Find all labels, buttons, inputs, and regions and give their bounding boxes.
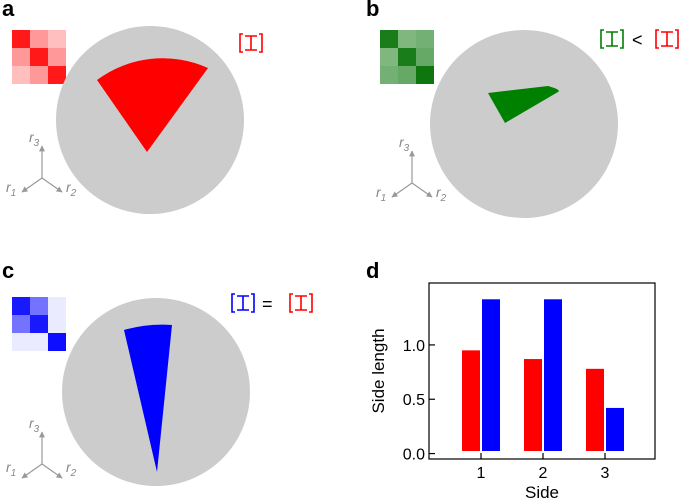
sector-b <box>488 86 559 123</box>
panel-label-a: a <box>2 0 15 21</box>
panel-c: c = r3 r1 r2 <box>2 258 313 486</box>
matrix-c <box>12 297 66 351</box>
y-axis-title: Side length <box>369 328 388 413</box>
matrix-a <box>12 30 66 84</box>
matrix-cell <box>416 66 434 84</box>
matrix-cell <box>398 66 416 84</box>
axis-label-r2: r2 <box>436 184 447 204</box>
disk-b <box>430 30 618 218</box>
matrix-cell <box>398 48 416 66</box>
bracket-symbol-c-red <box>289 293 313 313</box>
matrix-cell <box>48 66 66 84</box>
matrix-cell <box>398 30 416 48</box>
bracket-symbol-b-red <box>655 29 679 49</box>
axis-label-r3: r3 <box>29 415 40 435</box>
y-tick-label: 0.5 <box>403 392 425 409</box>
matrix-cell <box>12 315 30 333</box>
matrix-cell <box>12 66 30 84</box>
matrix-cell <box>30 48 48 66</box>
bar-series1-cat1 <box>462 350 480 451</box>
matrix-cell <box>12 30 30 48</box>
matrix-cell <box>48 333 66 351</box>
bar-series1-cat3 <box>586 368 604 451</box>
matrix-cell <box>48 48 66 66</box>
plot-frame <box>428 282 656 460</box>
matrix-cell <box>380 66 398 84</box>
x-tick-label: 1 <box>477 465 486 482</box>
axes-triad-c <box>21 431 63 479</box>
matrix-cell <box>48 30 66 48</box>
matrix-cell <box>416 48 434 66</box>
x-tick-label: 3 <box>601 465 610 482</box>
matrix-cell <box>30 30 48 48</box>
x-axis-title: Side <box>525 483 559 500</box>
matrix-cell <box>12 333 30 351</box>
axes-triad-a <box>21 145 63 193</box>
panel-d: d 0.0 0.5 1.0 1 2 3 Side length Side <box>366 258 656 500</box>
bracket-symbol-b-green <box>600 29 624 49</box>
axis-label-r3: r3 <box>29 129 40 149</box>
matrix-b <box>380 30 434 84</box>
panel-label-d: d <box>366 258 379 283</box>
bar-series2-cat3 <box>606 407 624 451</box>
bar-series1-cat2 <box>524 359 542 451</box>
x-tick-label: 2 <box>539 465 548 482</box>
matrix-cell <box>30 297 48 315</box>
sector-c <box>124 324 172 472</box>
panel-label-b: b <box>366 0 379 21</box>
axis-label-r1: r1 <box>376 184 386 204</box>
matrix-cell <box>416 30 434 48</box>
axis-label-r2: r2 <box>66 179 77 199</box>
bar-series2-cat1 <box>482 299 500 451</box>
matrix-cell <box>380 48 398 66</box>
matrix-cell <box>30 333 48 351</box>
panel-label-c: c <box>2 258 14 283</box>
matrix-cell <box>30 66 48 84</box>
axis-label-r3: r3 <box>399 134 410 154</box>
axes-triad-b <box>391 150 433 198</box>
relation-equals: = <box>262 294 273 314</box>
matrix-cell <box>380 30 398 48</box>
matrix-cell <box>48 297 66 315</box>
matrix-cell <box>30 315 48 333</box>
y-axis: 0.0 0.5 1.0 <box>403 338 435 464</box>
axis-label-r1: r1 <box>6 179 16 199</box>
matrix-cell <box>12 297 30 315</box>
relation-less-than: < <box>632 30 643 50</box>
axis-label-r2: r2 <box>66 459 77 479</box>
bracket-symbol-a <box>239 33 263 53</box>
matrix-cell <box>12 48 30 66</box>
panel-b: b < r3 r1 r2 <box>366 0 679 218</box>
chart-bars <box>462 299 624 451</box>
y-tick-label: 1.0 <box>403 338 425 355</box>
matrix-cell <box>48 315 66 333</box>
x-axis: 1 2 3 <box>477 453 610 482</box>
bar-series2-cat2 <box>544 299 562 451</box>
sector-a <box>97 58 208 152</box>
axis-label-r1: r1 <box>6 459 16 479</box>
y-tick-label: 0.0 <box>403 447 425 464</box>
bracket-symbol-c-blue <box>231 293 255 313</box>
panel-a: a r3 r1 r2 <box>2 0 263 214</box>
